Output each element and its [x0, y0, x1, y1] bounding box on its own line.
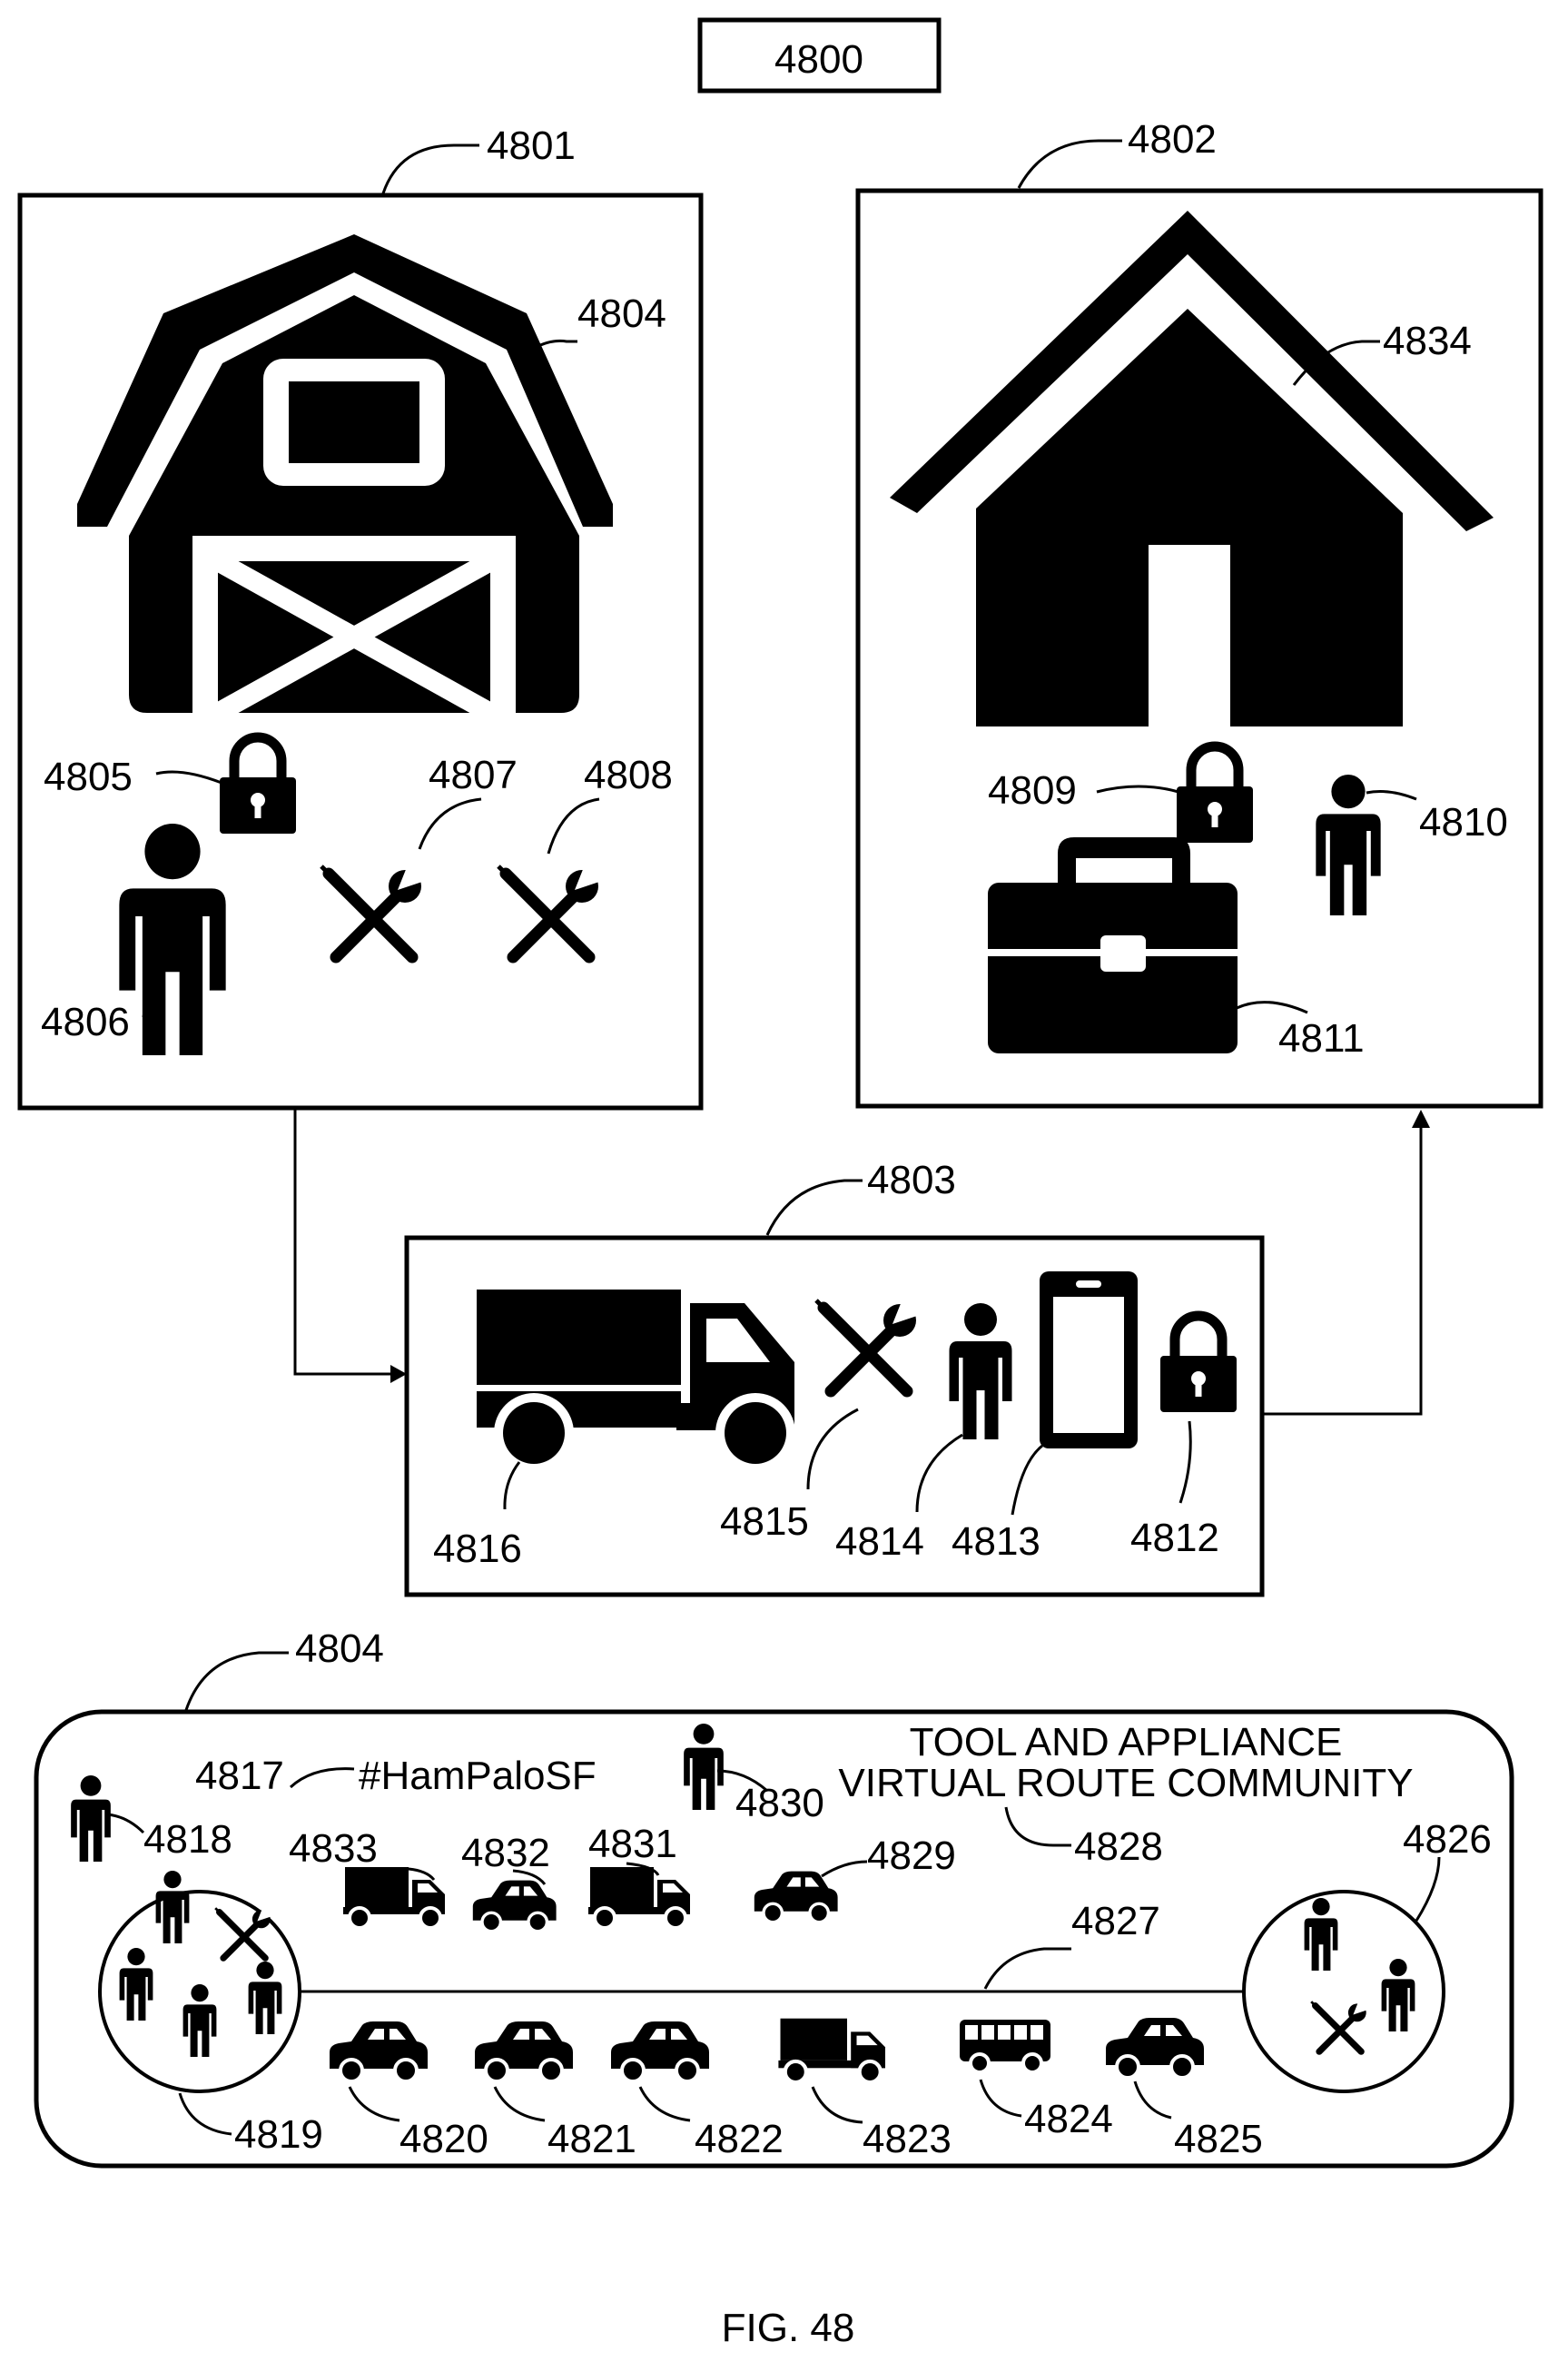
barn-lock-ref: 4805 [44, 755, 133, 799]
transport-panel: 4803 4816 4815 4814 4813 4812 [407, 1158, 1262, 1595]
car-icon [754, 1872, 838, 1922]
ref-4819: 4819 [234, 2112, 323, 2157]
barn-panel: 4801 4804 4805 4806 4807 4808 [20, 124, 701, 1108]
tools-icon [215, 1906, 272, 1958]
home-panel-ref: 4802 [1128, 117, 1217, 162]
tools-icon [321, 863, 425, 957]
ref-4826: 4826 [1403, 1817, 1492, 1862]
connector-barn-to-transport [295, 1110, 392, 1374]
hashtag: #HamPaloSF [359, 1754, 597, 1798]
tools-icon [498, 863, 602, 957]
home-toolbox-ref: 4811 [1278, 1016, 1365, 1061]
home-panel: 4802 4834 4809 4810 4811 [858, 117, 1541, 1106]
home-person-ref: 4810 [1419, 800, 1508, 845]
home-lock-ref: 4809 [988, 768, 1077, 813]
community-title-line1: TOOL AND APPLIANCE [910, 1720, 1343, 1764]
transport-tool-ref: 4815 [720, 1499, 809, 1544]
ref-4829: 4829 [867, 1833, 956, 1878]
transport-lock-ref: 4812 [1130, 1516, 1219, 1560]
ref-4825: 4825 [1174, 2117, 1263, 2161]
barn-panel-ref: 4801 [487, 124, 576, 168]
transport-person-ref: 4814 [835, 1519, 924, 1564]
barn-tool1-ref: 4807 [429, 753, 518, 797]
ref-4820: 4820 [399, 2117, 488, 2161]
phone-icon [1040, 1271, 1138, 1448]
left-hub [100, 1871, 300, 2091]
transport-panel-ref: 4803 [867, 1158, 956, 1202]
community-title-line2: VIRTUAL ROUTE COMMUNITY [838, 1761, 1413, 1805]
figure-ref: 4800 [774, 37, 863, 82]
lock-icon [220, 737, 296, 834]
ref-4823: 4823 [863, 2117, 952, 2161]
person-icon [71, 1775, 111, 1862]
ref-4822: 4822 [695, 2117, 784, 2161]
lock-icon [1177, 746, 1253, 843]
person-icon [119, 824, 225, 1055]
tools-icon [1311, 2000, 1368, 2051]
person-icon [684, 1724, 724, 1810]
barn-icon [77, 234, 613, 713]
ref-4821: 4821 [547, 2117, 636, 2161]
ref-4824: 4824 [1024, 2097, 1113, 2141]
connector-transport-to-home [1264, 1126, 1421, 1414]
community-panel: 4804 TOOL AND APPLIANCE VIRTUAL ROUTE CO… [36, 1626, 1512, 2166]
ref-4830: 4830 [735, 1781, 824, 1825]
transport-phone-ref: 4813 [952, 1519, 1040, 1564]
hashtag-ref: 4817 [195, 1754, 284, 1798]
community-panel-ref: 4804 [295, 1626, 384, 1671]
truck-icon [588, 1867, 690, 1928]
truck-icon [778, 2019, 885, 2082]
ref-4831: 4831 [588, 1822, 677, 1866]
truck-icon [477, 1290, 795, 1473]
house-icon [890, 211, 1494, 726]
arrowhead-home [1412, 1110, 1430, 1128]
arrowhead-transport [390, 1365, 407, 1383]
car-icon [611, 2021, 709, 2081]
toolbox-icon [988, 837, 1238, 1053]
right-hub [1244, 1892, 1444, 2091]
barn-person-ref: 4806 [41, 1000, 130, 1044]
transport-truck-ref: 4816 [433, 1527, 522, 1571]
tools-icon [816, 1297, 920, 1391]
ref-4833: 4833 [289, 1826, 378, 1871]
community-title-ref: 4828 [1074, 1824, 1163, 1869]
car-icon [473, 1881, 557, 1932]
ref-4832: 4832 [461, 1831, 550, 1875]
car-icon [330, 2021, 428, 2081]
car-icon [1106, 2018, 1204, 2078]
person-icon [950, 1303, 1012, 1439]
car-icon [475, 2021, 573, 2081]
barn-tool2-ref: 4808 [584, 753, 673, 797]
figure-caption: FIG. 48 [722, 2306, 855, 2350]
route-ref: 4827 [1071, 1899, 1160, 1943]
barn-building-ref: 4804 [577, 292, 666, 336]
person-icon [1316, 775, 1380, 915]
bus-icon [960, 2020, 1050, 2072]
ref-4818: 4818 [143, 1817, 232, 1862]
lock-icon [1160, 1316, 1237, 1412]
home-building-ref: 4834 [1383, 319, 1472, 363]
